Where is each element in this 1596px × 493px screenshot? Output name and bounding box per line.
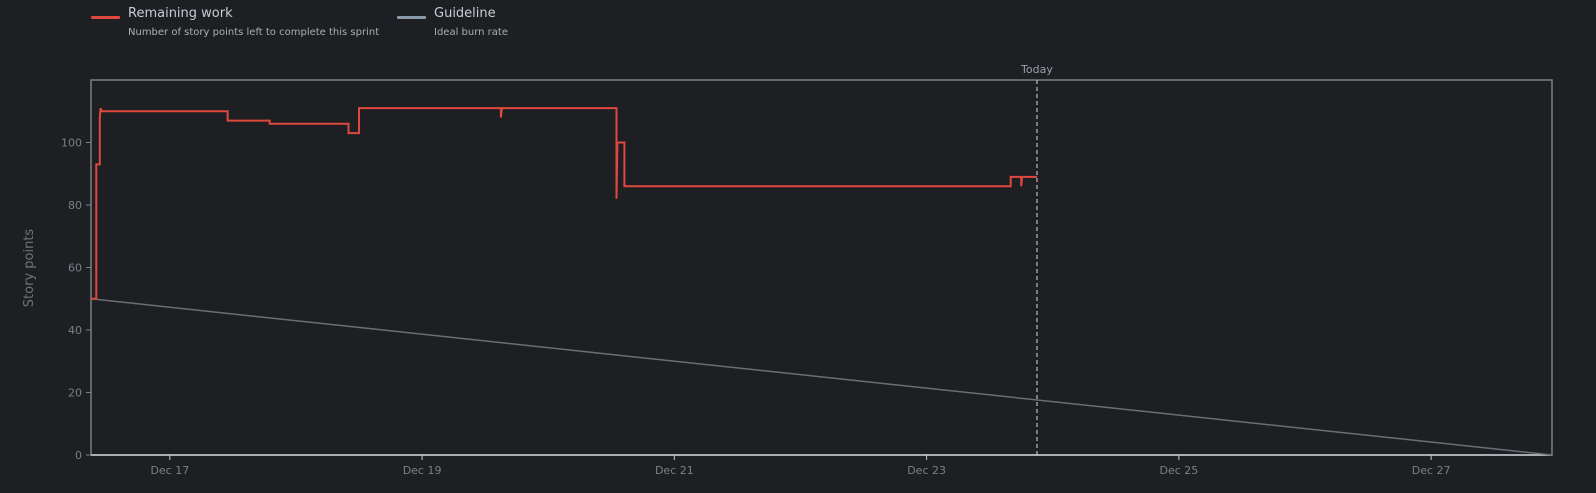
plot-area-frame xyxy=(90,79,1553,456)
guideline-line[interactable] xyxy=(90,298,1553,456)
y-tick-label: 60 xyxy=(68,262,82,275)
y-tick-label: 20 xyxy=(68,387,82,400)
today-marker: Today xyxy=(1020,63,1053,455)
remaining-work-legend-description: Number of story points left to complete … xyxy=(128,27,380,38)
today-label: Today xyxy=(1020,63,1053,76)
x-tick-label: Dec 17 xyxy=(150,464,189,477)
x-axis-ticks: Dec 17 Dec 19 Dec 21 Dec 23 Dec 25 Dec 27 xyxy=(150,455,1451,477)
x-tick-label: Dec 25 xyxy=(1159,464,1198,477)
y-tick-label: 80 xyxy=(68,199,82,212)
guideline-legend-description: Ideal burn rate xyxy=(434,27,508,38)
x-tick-label: Dec 23 xyxy=(907,464,946,477)
y-tick-label: 0 xyxy=(75,449,82,462)
x-tick-label: Dec 19 xyxy=(403,464,442,477)
guideline-legend-title: Guideline xyxy=(434,6,496,21)
remaining-work-swatch xyxy=(91,16,120,19)
remaining-work-legend-title: Remaining work xyxy=(128,6,233,21)
y-tick-label: 100 xyxy=(61,137,82,150)
guideline-swatch xyxy=(397,16,426,19)
series-layer xyxy=(90,107,1553,456)
y-axis-title: Story points xyxy=(22,229,37,308)
remaining-work-line[interactable] xyxy=(91,107,1037,300)
x-tick-label: Dec 21 xyxy=(655,464,694,477)
y-axis-ticks: 0 20 40 60 80 100 xyxy=(61,137,91,462)
y-tick-label: 40 xyxy=(68,324,82,337)
x-tick-label: Dec 27 xyxy=(1412,464,1451,477)
